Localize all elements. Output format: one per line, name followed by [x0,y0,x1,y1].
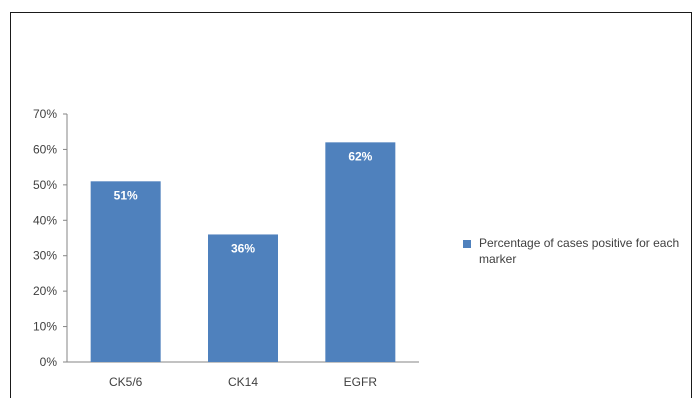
y-tick-label: 30% [33,249,57,263]
data-label: 51% [114,188,138,202]
legend: Percentage of cases positive for each ma… [463,235,693,267]
y-tick-label: 70% [33,107,57,121]
legend-swatch [463,240,471,248]
bar [90,181,161,362]
bar [325,142,396,362]
y-tick-label: 20% [33,284,57,298]
legend-label: Percentage of cases positive for each ma… [479,236,680,266]
data-label: 62% [348,149,372,163]
x-tick-label: EGFR [344,375,378,389]
y-tick-label: 10% [33,320,57,334]
bar [208,234,278,362]
y-tick-label: 60% [33,142,57,156]
x-tick-label: CK14 [228,375,258,389]
y-tick-label: 0% [40,355,58,369]
y-tick-label: 40% [33,213,57,227]
data-label: 36% [231,241,255,255]
x-tick-label: CK5/6 [109,375,143,389]
y-tick-label: 50% [33,178,57,192]
